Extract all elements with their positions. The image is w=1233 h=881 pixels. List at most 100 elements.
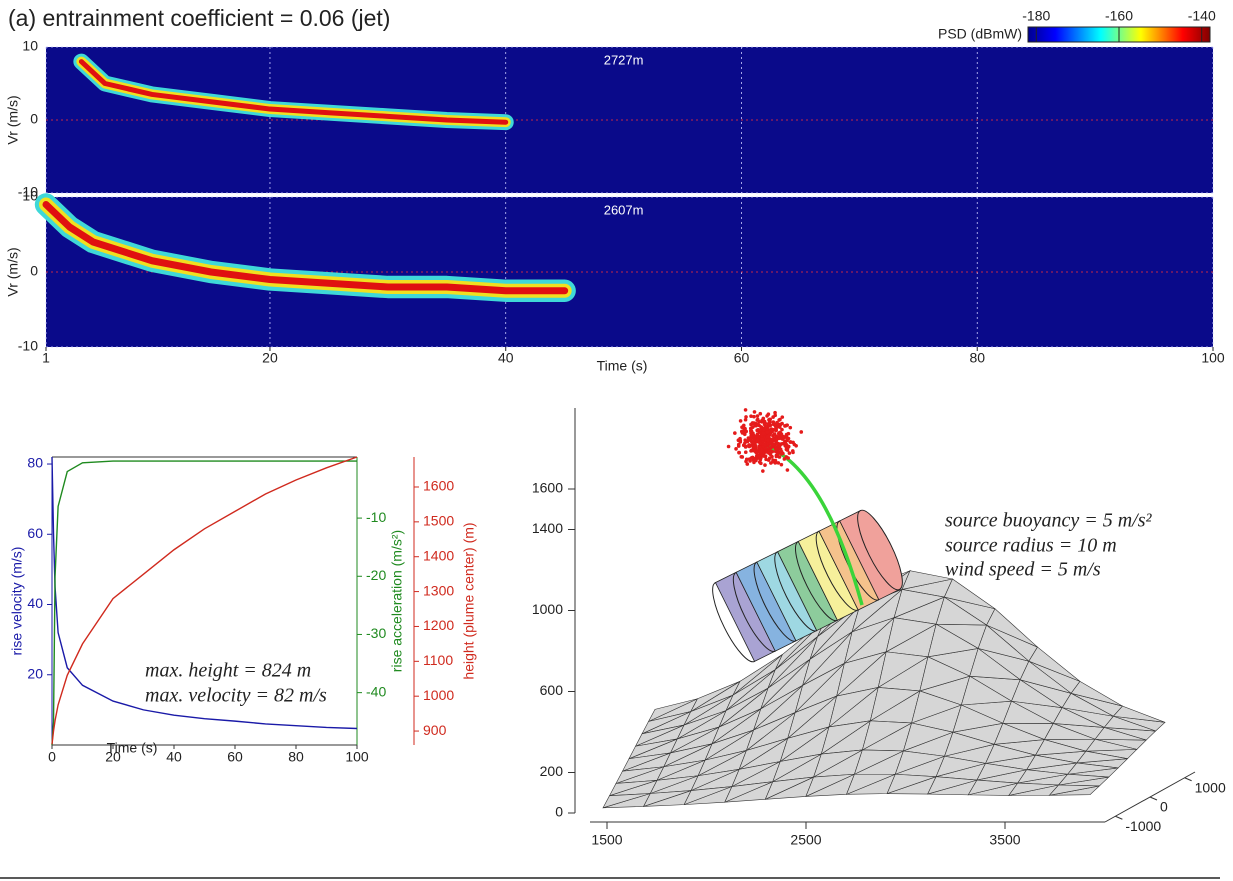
annotation: wind speed = 5 m/s [945,559,1101,581]
plume-particle [768,417,772,422]
terrain-facet [836,651,887,697]
plume-particle [788,440,793,444]
x-tick-label: 100 [345,749,369,765]
terrain-facet [813,749,863,778]
plume-particle [756,422,760,426]
plume-particle [757,460,762,464]
plume-particle [772,442,776,447]
series-line [51,460,357,746]
plume-particle [761,416,766,421]
plume-particle [750,421,755,425]
terrain-facet [805,773,855,798]
y-tick-label: 60 [27,525,43,541]
plume-particle [726,444,731,449]
plume-particle [771,434,775,438]
terrain-facet [977,624,1030,662]
plume-particle [754,450,759,455]
panel-annotation: 2607m [604,202,644,217]
terrain-facet [1034,739,1087,756]
cylinder-ring [774,551,817,632]
terrain-facet [794,663,845,714]
terrain-facet [787,695,837,740]
terrain-facet [952,704,1004,733]
plume-particle [781,434,786,439]
terrain-facet [683,786,733,806]
terrain-facet [1057,773,1109,786]
panel-annotation: 2727m [604,52,644,67]
terrain-facet [628,738,678,760]
plume-particle [740,455,745,459]
terrain-facet [901,570,953,590]
annotation: max. height = 824 m [145,660,311,682]
plume-particle [750,425,755,429]
plume-particle [774,447,778,451]
series-line [51,456,358,730]
terrain-facet [911,690,963,724]
y-tick [1184,777,1192,782]
plume-particle [783,441,788,446]
terrain-facet [602,793,651,809]
plume-particle [777,455,782,459]
terrain-facet [767,636,818,689]
terrain-facet [828,687,879,728]
plume-particle [771,460,775,464]
plume-particle [766,422,771,426]
plume-particle [752,414,756,419]
plume-particle [784,444,788,449]
plume-particle [761,431,766,436]
terrain-facet [772,753,822,783]
plume-particle [773,413,777,418]
annotation: max. velocity = 82 m/s [145,685,327,707]
plume-particle [770,429,774,434]
terrain-facet [967,779,1018,796]
x-tick-label: 2500 [790,832,821,848]
y-tick-label: 900 [423,722,447,738]
plume-particle [743,445,748,449]
x-tick-label: 60 [734,350,750,366]
plume-particle [755,439,760,443]
terrain-facet [697,750,747,777]
terrain-facet [885,617,938,653]
plume-particle [775,442,779,446]
y-tick-label: 0 [1160,799,1168,815]
plume-particle [747,437,752,442]
x-tick-label: 80 [288,749,304,765]
plume-particle [780,415,785,419]
plume-particle [785,468,790,472]
terrain-facet [893,589,946,619]
y-tick-label: 1000 [423,687,454,703]
terrain-facet [641,711,691,735]
plume-particle [734,447,738,451]
terrain-facet [663,743,713,768]
y-tick-label: 10 [22,38,38,54]
y-tick-label: 40 [27,595,43,611]
x-tick-label: 1500 [591,832,622,848]
y-tick-label: -30 [366,625,386,641]
terrain-facet [676,710,727,740]
plume-particle [741,423,746,428]
colorbar-tick-label: -160 [1105,8,1133,24]
colorbar-label: PSD (dBmW) [938,26,1022,42]
plume-particle [757,445,762,450]
terrain-facet [1085,738,1137,752]
cylinder-cap [857,509,903,591]
terrain-facet [718,687,769,728]
y-tick-label: 20 [27,665,43,681]
terrain-facet [738,738,788,771]
plume-particle [759,425,764,430]
terrain-facet [634,724,685,747]
terrain-facet [820,720,871,755]
y-tick-label: 1300 [423,582,454,598]
plume-particle [785,448,790,452]
colorbar-tick-label: -180 [1022,8,1050,24]
y-axis-label: Vr (m/s) [5,95,21,144]
annotation: source buoyancy = 5 m/s² [945,510,1152,532]
plume-particle [733,431,737,435]
x-tick-label: 20 [262,350,278,366]
plume-particle [776,435,781,440]
plume-particle [794,444,798,448]
series-line [51,456,358,745]
plume-particle [756,454,761,458]
terrain-facet [724,781,773,803]
plume-particle [745,462,750,466]
